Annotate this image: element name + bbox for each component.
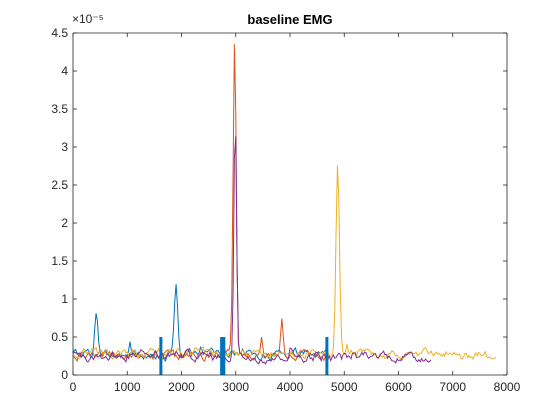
y-tick-label: 1 [61,292,68,306]
x-tick-label: 7000 [439,380,466,394]
x-tick-label: 8000 [494,380,521,394]
series-line-trace-4 [73,136,432,365]
y-tick-label: 0 [61,368,68,382]
x-tick-label: 5000 [331,380,358,394]
x-tick-label: 0 [70,380,77,394]
x-tick-label: 6000 [385,380,412,394]
y-tick-label: 0.5 [51,330,68,344]
y-axis-exponent-label: ×10⁻⁵ [72,12,104,26]
y-tick-label: 1.5 [51,254,68,268]
series-line-trace-3 [73,165,497,361]
y-tick-label: 4.5 [51,26,68,40]
y-tick-label: 2 [61,216,68,230]
x-tick-label: 3000 [222,380,249,394]
y-tick-label: 4 [61,64,68,78]
plot-area [73,44,497,375]
y-tick-label: 3 [61,140,68,154]
y-tick-label: 3.5 [51,102,68,116]
x-tick-label: 4000 [277,380,304,394]
axes: 0 1000 2000 3000 4000 5000 6000 7000 8000 0 0.5 1 1.… [51,26,520,394]
x-tick-label: 2000 [168,380,195,394]
series-line-trace-2 [73,44,329,363]
y-tick-label: 2.5 [51,178,68,192]
chart-title: baseline EMG [247,12,332,27]
x-tick-label: 1000 [114,380,141,394]
